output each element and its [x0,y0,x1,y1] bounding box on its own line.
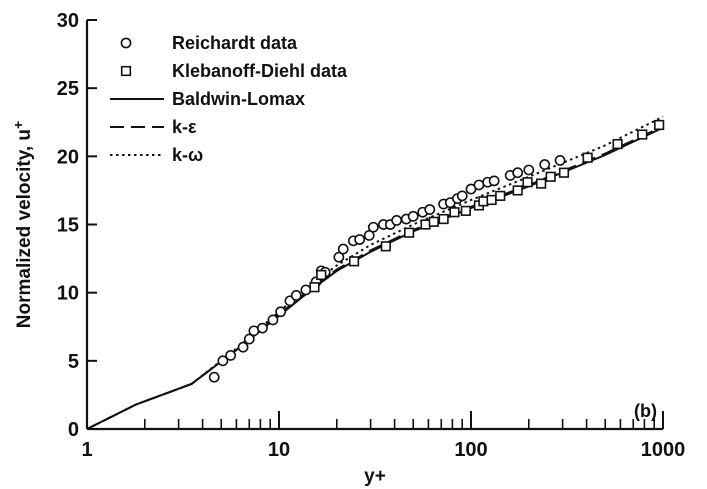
legend-reichardt-marker [120,37,132,49]
legend: Reichardt data Klebanoff-Diehl data Baldwi… [110,33,348,165]
y-tick-label: 10 [57,283,79,305]
reichardt-point [300,284,312,296]
reichardt-point [267,314,279,326]
legend-label: k-ε [172,117,197,137]
klebanoff-diehl-point [348,256,360,267]
legend-klebanoff-diehl-marker [120,65,132,77]
axes: 0 5 10 15 20 25 30 1 10 100 1000 [57,10,686,461]
reichardt-point [456,190,468,202]
reichardt-point [237,341,249,353]
y-tick-label: 20 [57,146,79,168]
klebanoff-diehl-point [428,216,439,227]
klebanoff-diehl-point [495,190,506,201]
klebanoff-diehl-point [478,196,489,207]
klebanoff-diehl-point [536,178,547,189]
y-tick-label: 30 [57,10,79,32]
x-tick-label: 1000 [641,439,686,461]
reichardt-point [290,289,302,301]
klebanoff-diehl-point [460,205,471,216]
y-tick-label: 15 [57,215,79,237]
data-points [208,119,665,383]
legend-label: k-ω [172,145,203,165]
reichardt-point [367,221,379,233]
legend-label: Klebanoff-Diehl data [172,61,348,81]
klebanoff-diehl-point [637,129,648,140]
reichardt-point [225,349,237,361]
y-axis-title-text: Normalized velocity, u [14,129,35,328]
klebanoff-diehl-point [380,241,391,252]
y-tick-label: 0 [68,419,79,441]
panel-label: (b) [634,401,657,421]
y-axis-title-superscript: + [10,121,26,129]
klebanoff-diehl-point [582,152,593,163]
klebanoff-diehl-point [522,177,533,188]
reichardt-point [512,167,524,179]
klebanoff-diehl-point [486,194,497,206]
reichardt-point [354,234,366,245]
x-tick-label: 1 [81,439,92,461]
klebanoff-diehl-point [449,207,460,218]
reichardt-point [257,322,268,334]
klebanoff-diehl-point [512,185,523,196]
klebanoff-diehl-point [438,213,449,225]
reichardt-point [554,155,566,166]
reichardt-point [363,230,375,241]
reichardt-point [337,243,349,255]
y-tick-label: 5 [68,351,79,373]
curve-baldwin-lomax [86,126,664,430]
y-axis-title: Normalized velocity, u+ [10,121,35,328]
curve-k- [86,125,664,430]
klebanoff-diehl-point [404,227,415,238]
reichardt-point [473,179,485,191]
y-tick-label: 25 [57,78,79,100]
reichardt-point [208,371,220,383]
reichardt-point [539,159,551,170]
x-axis-title: y+ [364,466,386,487]
legend-label: Reichardt data [172,33,298,53]
x-tick-label: 10 [268,439,290,461]
reichardt-point [243,333,255,345]
curve-k- [86,115,664,430]
reichardt-point [275,306,287,318]
klebanoff-diehl-point [545,171,556,182]
reichardt-point [407,210,419,222]
reichardt-point [488,175,500,187]
klebanoff-diehl-point [316,269,327,281]
klebanoff-diehl-point [612,138,623,150]
legend-label: Baldwin-Lomax [172,89,305,109]
klebanoff-diehl-point [420,219,431,230]
reichardt-point [217,355,229,367]
reichardt-point [424,204,436,215]
x-tick-label: 100 [454,439,487,461]
reichardt-point [391,215,403,226]
klebanoff-diehl-point [558,167,570,178]
reichardt-point [523,164,535,176]
klebanoff-diehl-point [654,119,665,131]
klebanoff-diehl-point [309,282,320,293]
reichardt-point [333,251,345,263]
